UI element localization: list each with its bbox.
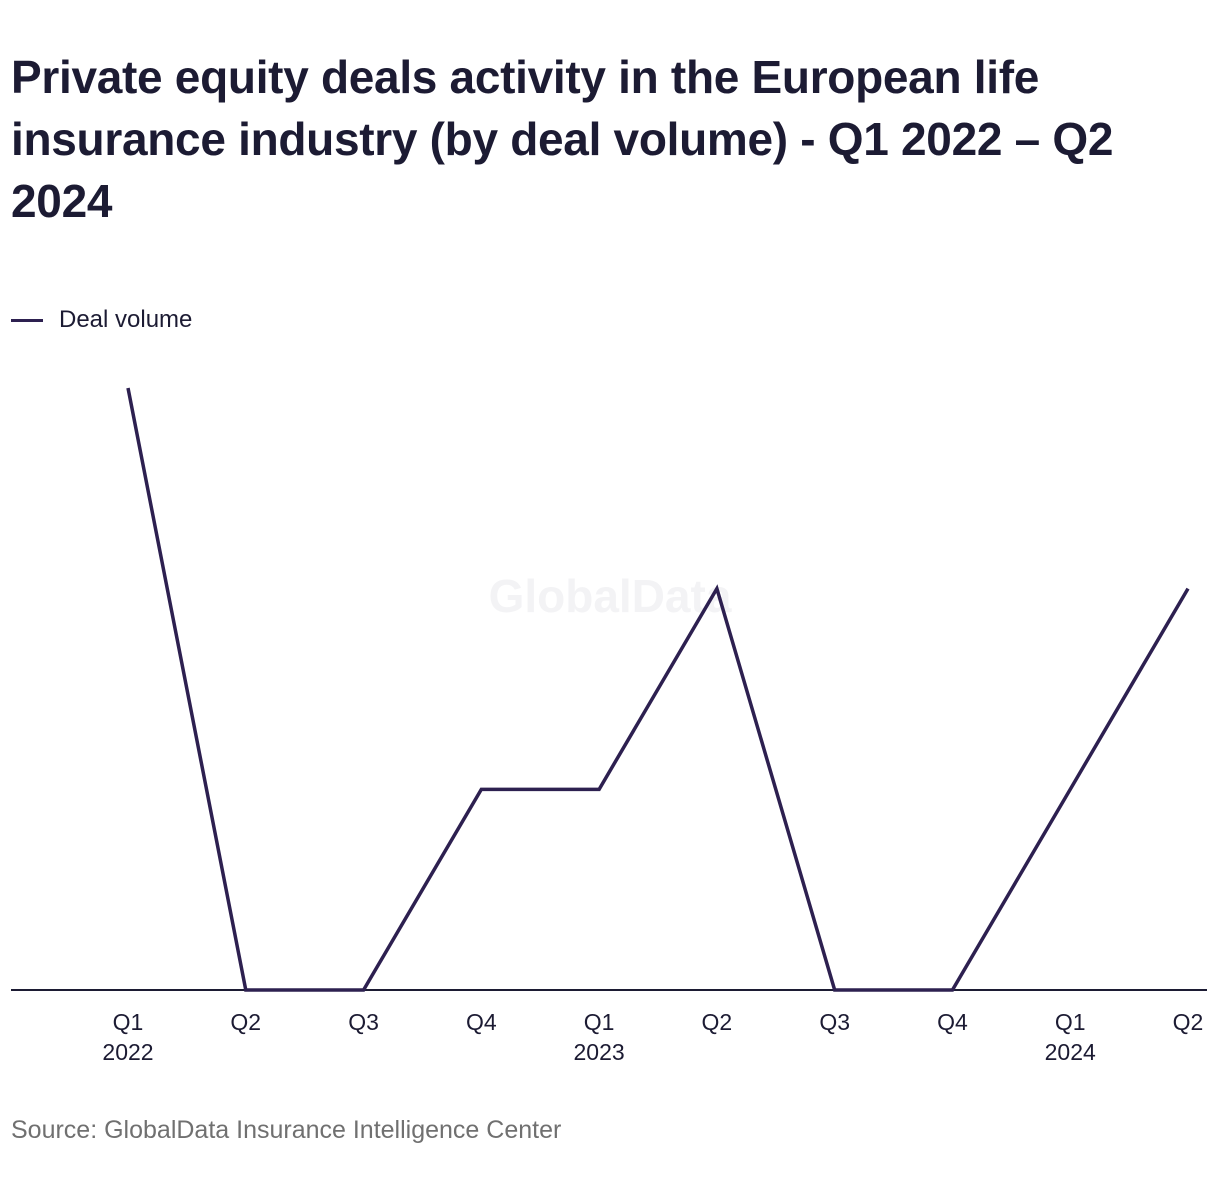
legend-swatch-deal-volume xyxy=(11,318,43,322)
x-tick-label: Q1 xyxy=(584,1009,615,1035)
x-tick-label: Q3 xyxy=(348,1009,379,1035)
x-tick-label: Q3 xyxy=(819,1009,850,1035)
x-tick-label: Q2 xyxy=(1173,1009,1204,1035)
x-tick-label: Q4 xyxy=(466,1009,497,1035)
line-chart: GlobalData Q1 2022 Q2 Q3 Q4 Q1 2023 Q2 Q3 Q4 Q1 202… xyxy=(11,387,1207,1065)
source-note: Source: GlobalData Insurance Intelligenc… xyxy=(11,1116,562,1144)
series-line-deal-volume xyxy=(126,387,1190,992)
x-tick-year-label: 2022 xyxy=(102,1039,153,1065)
x-tick-year-label: 2023 xyxy=(574,1039,625,1065)
series-layer xyxy=(126,387,1190,992)
chart-title: Private equity deals activity in the Eur… xyxy=(11,51,1114,227)
x-tick-label: Q2 xyxy=(702,1009,733,1035)
x-tick-label: Q1 xyxy=(1055,1009,1086,1035)
x-axis-ticks: Q1 2022 Q2 Q3 Q4 Q1 2023 Q2 Q3 Q4 Q1 2024 Q2 xyxy=(102,1009,1203,1065)
chart-legend: Deal volume xyxy=(11,306,192,334)
x-tick-label: Q4 xyxy=(937,1009,968,1035)
x-tick-label: Q2 xyxy=(230,1009,261,1035)
watermark: GlobalData xyxy=(489,570,732,622)
x-tick-year-label: 2024 xyxy=(1045,1039,1096,1065)
legend-label-deal-volume: Deal volume xyxy=(59,306,193,333)
x-tick-label: Q1 xyxy=(113,1009,144,1035)
